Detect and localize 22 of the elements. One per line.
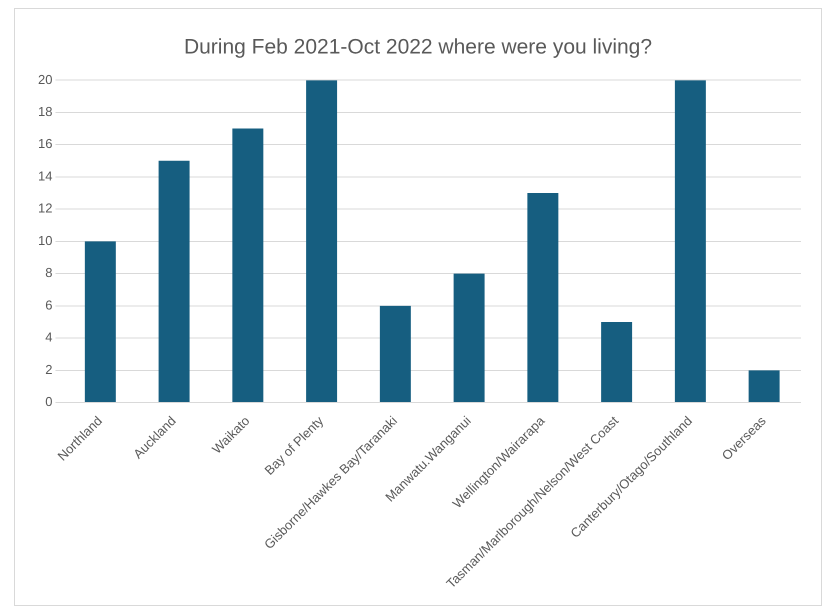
y-tick-label: 14 [38, 168, 52, 184]
bar [454, 274, 485, 402]
bar [84, 241, 116, 402]
y-tick-label: 4 [45, 330, 52, 345]
bar [306, 80, 338, 402]
bar [674, 80, 706, 402]
y-tick-label: 12 [38, 200, 52, 216]
bar [380, 306, 411, 402]
y-tick-label: 2 [45, 362, 52, 377]
y-tick-label: 16 [38, 136, 52, 152]
y-tick-label: 8 [45, 265, 52, 280]
bar [748, 370, 780, 402]
bar [601, 322, 632, 402]
y-tick-label: 10 [38, 232, 52, 248]
y-tick-label: 0 [45, 394, 52, 410]
bar [527, 193, 558, 402]
bar [158, 160, 190, 402]
chart-title: During Feb 2021-Oct 2022 where were you living? [184, 35, 652, 58]
y-tick-label: 6 [45, 297, 52, 312]
bar [232, 128, 264, 402]
y-tick-label: 18 [38, 104, 52, 120]
y-tick-label: 20 [38, 72, 52, 87]
